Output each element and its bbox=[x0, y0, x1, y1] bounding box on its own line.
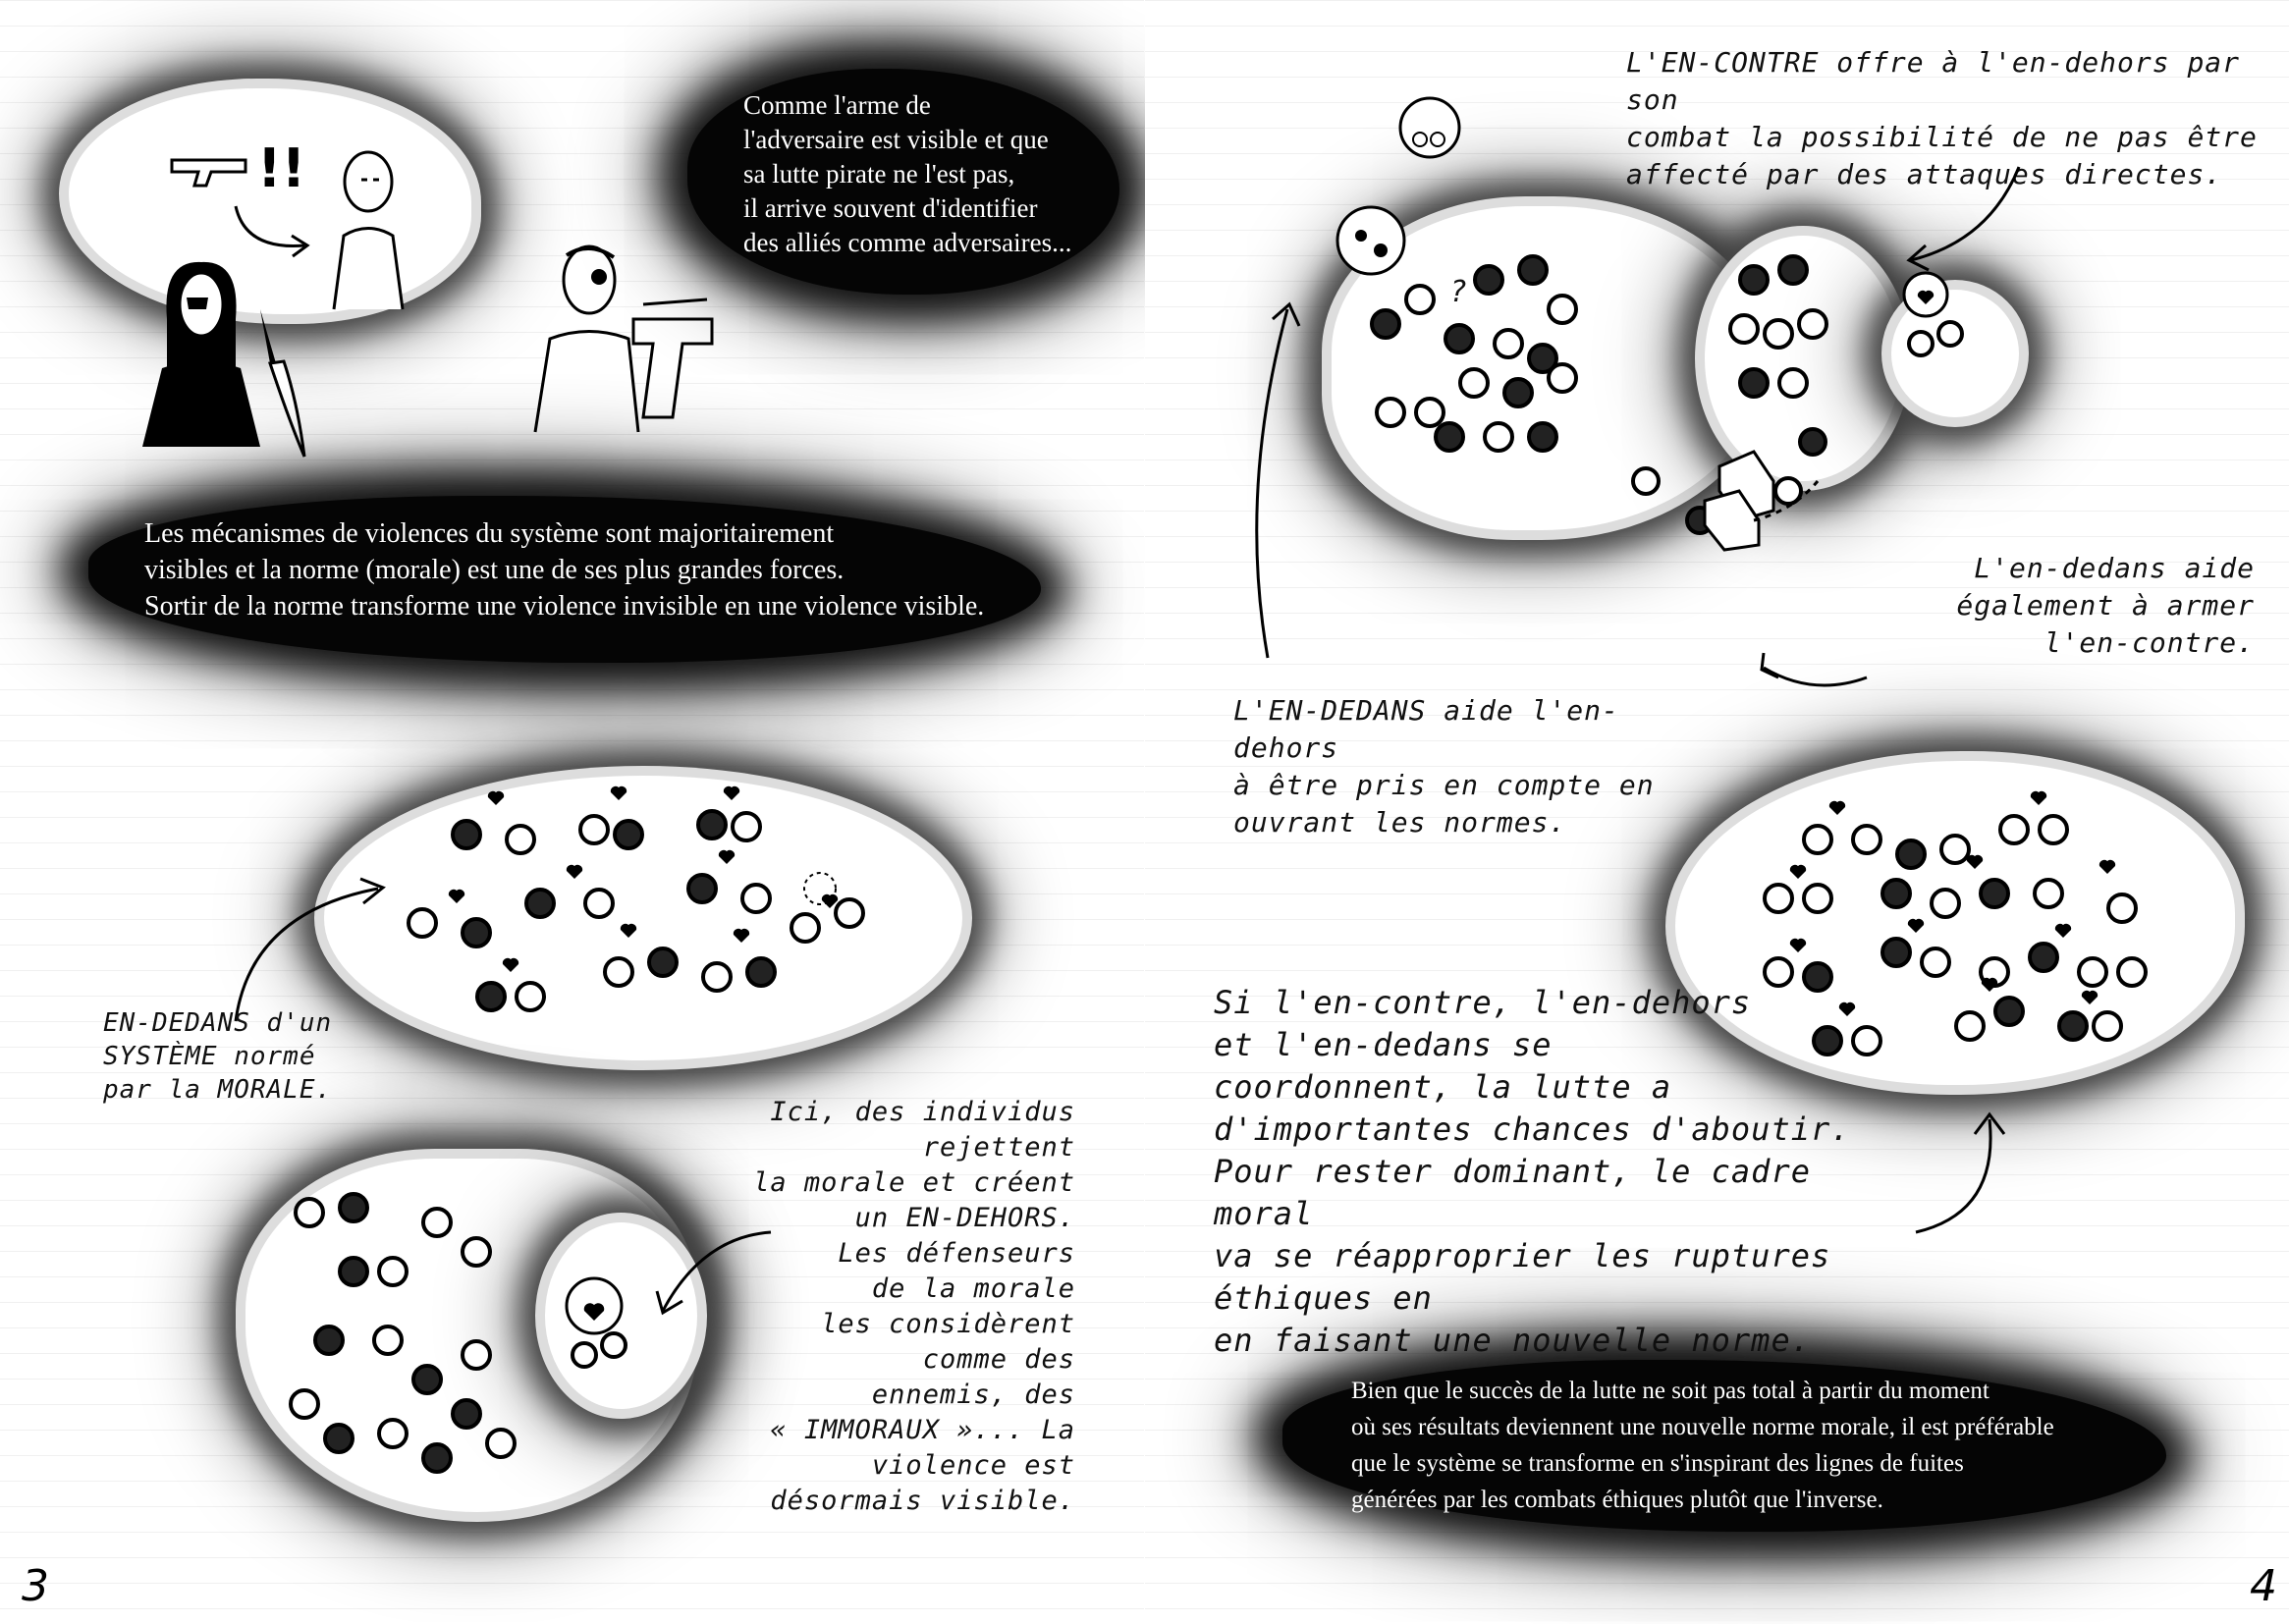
arrow-to-bubble bbox=[655, 1230, 772, 1316]
speech-bubble-icon bbox=[1902, 271, 1949, 318]
top-clusters bbox=[1335, 96, 1964, 552]
text-en-contre: L'EN-CONTRE offre à l'en-dehors par son … bbox=[1626, 46, 2258, 190]
eyepatch-man-figure bbox=[533, 244, 640, 433]
speech-bubble-icon bbox=[1335, 96, 1461, 276]
pistol-icon bbox=[631, 298, 714, 419]
knife-icon bbox=[260, 309, 306, 458]
box-icon bbox=[1703, 450, 1775, 552]
question-mark: ? bbox=[1449, 275, 1469, 309]
caption-bubble-mechanisms bbox=[88, 496, 1041, 663]
caption-bubble-weapon bbox=[687, 69, 1119, 295]
bald-man-figure bbox=[332, 150, 405, 310]
new-norm-cluster bbox=[1763, 790, 2148, 1056]
caption-succes-text: Bien que le succès de la lutte ne soit p… bbox=[1351, 1378, 2054, 1513]
caption-mechanisms-text: Les mécanismes de violences du système s… bbox=[144, 518, 985, 622]
dotted-arrow bbox=[1753, 480, 1820, 522]
page-number-right: 4 bbox=[2250, 1561, 2277, 1611]
heart-icon bbox=[1789, 790, 2116, 1016]
label-en-dedans: EN-DEDANS d'un SYSTÈME normé par la MORA… bbox=[103, 1008, 333, 1105]
outsider-cluster bbox=[289, 1192, 627, 1474]
page-number-left: 3 bbox=[22, 1561, 49, 1611]
arrow-en-contre bbox=[1906, 166, 2021, 272]
arrow-en-dedans-aide bbox=[1255, 301, 1301, 659]
arrow-en-dedans-arme bbox=[1760, 652, 1868, 687]
left-page: !! Comme l'arme de l'adversaire est visi… bbox=[0, 0, 1144, 1624]
exclamation-marks: !! bbox=[257, 137, 306, 199]
text-en-dedans-aide: L'EN-DEDANS aide l'en-dehors à être pris… bbox=[1233, 694, 1655, 839]
arrow-new-norm bbox=[1915, 1111, 2006, 1234]
caption-bubble-succes bbox=[1282, 1360, 2166, 1532]
heart-icon bbox=[448, 785, 839, 972]
text-coordonnent: Si l'en-contre, l'en-dehors et l'en-deda… bbox=[1214, 984, 1851, 1359]
halo-illustration-top bbox=[69, 88, 471, 314]
pistol-icon bbox=[170, 158, 247, 188]
caption-weapon-text: Comme l'arme de l'adversaire est visible… bbox=[743, 90, 1072, 257]
curved-arrow bbox=[234, 205, 310, 258]
arrow-to-system bbox=[234, 877, 386, 1022]
text-en-dedans-arme: L'en-dedans aide également à armer l'en-… bbox=[1956, 552, 2255, 659]
text-individus: Ici, des individus rejettent la morale e… bbox=[753, 1097, 1075, 1516]
right-page: ? L'EN-CONTRE offre à l'en-dehors par so… bbox=[1145, 0, 2289, 1624]
dots-and-hearts-cluster bbox=[407, 785, 865, 1012]
woman-eyepatch-figure bbox=[142, 261, 260, 447]
speech-bubble-icon bbox=[565, 1276, 627, 1369]
